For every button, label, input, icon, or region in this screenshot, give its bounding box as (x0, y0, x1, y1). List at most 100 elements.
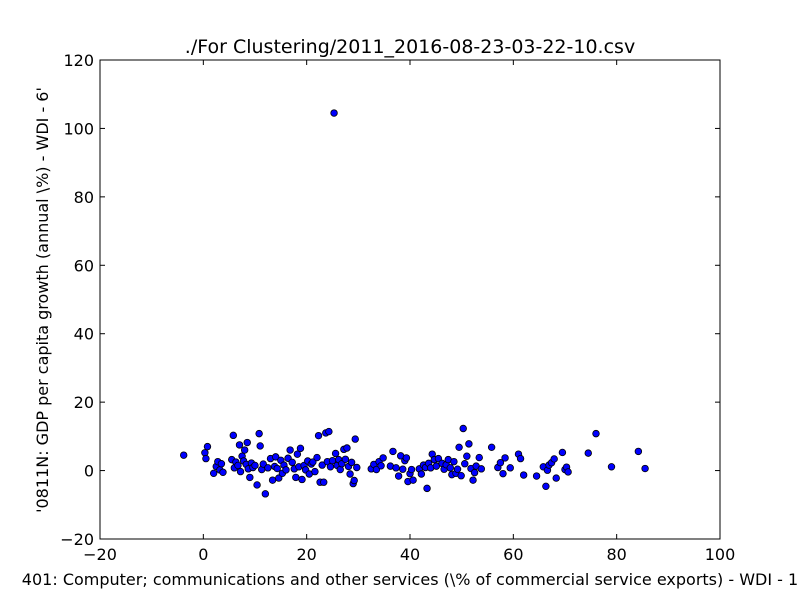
data-point (461, 460, 469, 468)
data-point (326, 463, 335, 471)
data-point (506, 464, 514, 472)
data-point (634, 447, 643, 456)
data-point (298, 475, 306, 484)
data-point (313, 453, 321, 462)
data-point (455, 443, 463, 452)
data-point (341, 455, 350, 463)
data-point (268, 476, 277, 484)
data-point (229, 431, 237, 440)
x-tick-label: 100 (705, 545, 736, 564)
data-point (487, 443, 496, 452)
data-point (377, 462, 385, 470)
y-tick-label: 120 (63, 51, 94, 70)
x-tick-label: −20 (83, 545, 117, 564)
x-tick-label: 40 (400, 545, 420, 564)
data-point (519, 471, 528, 479)
data-point (532, 472, 541, 480)
data-point (584, 449, 592, 457)
y-tick-label: 20 (74, 393, 94, 412)
data-point (288, 458, 296, 467)
data-point (402, 454, 411, 462)
data-point (320, 478, 328, 486)
data-point (409, 476, 417, 484)
x-tick-label: 20 (296, 545, 316, 564)
x-tick-label: 0 (198, 545, 208, 564)
data-point (496, 459, 505, 467)
x-axis-label: 401: Computer; communications and other … (22, 570, 798, 589)
data-point (251, 461, 259, 470)
data-points (179, 109, 649, 498)
data-point (446, 464, 454, 472)
data-point (246, 473, 254, 482)
x-axis-ticks: −20 0 20 40 60 80 100 (83, 60, 735, 564)
data-point (558, 448, 567, 457)
data-point (219, 468, 227, 476)
data-point (501, 454, 509, 462)
data-point (552, 474, 560, 482)
data-point (209, 469, 218, 478)
data-point (292, 473, 300, 482)
data-point (347, 458, 356, 467)
data-point (330, 109, 338, 117)
data-point (399, 465, 407, 473)
data-point (256, 442, 264, 450)
data-point (592, 429, 600, 438)
data-point (351, 435, 359, 443)
data-point (550, 455, 558, 463)
data-point (459, 424, 467, 433)
data-point (423, 484, 431, 493)
data-point (516, 454, 525, 463)
data-point (261, 490, 270, 498)
data-point (475, 453, 483, 462)
data-point (470, 468, 479, 477)
data-point (379, 454, 387, 462)
data-point (542, 482, 550, 491)
data-point (255, 429, 263, 438)
y-tick-label: 80 (74, 188, 94, 207)
data-point (217, 460, 226, 468)
chart-title: ./For Clustering/2011_2016-08-23-03-22-1… (185, 36, 635, 58)
data-point (453, 465, 462, 473)
data-point (273, 464, 281, 473)
data-point (296, 444, 305, 453)
data-point (465, 440, 473, 448)
y-tick-label: 60 (74, 256, 94, 275)
data-point (457, 472, 465, 480)
data-point (240, 446, 249, 454)
data-point (353, 463, 361, 472)
data-point (434, 454, 443, 463)
y-axis-label: '0811N: GDP per capita growth (annual \%… (33, 87, 52, 513)
data-point (282, 466, 290, 474)
data-point (389, 447, 397, 456)
y-axis-ticks: −20 0 20 40 60 80 100 120 (60, 51, 720, 549)
data-point (641, 464, 649, 473)
data-point (203, 442, 212, 451)
x-tick-label: 60 (503, 545, 523, 564)
data-point (243, 438, 251, 447)
y-tick-label: 100 (63, 119, 94, 138)
data-point (331, 449, 340, 458)
data-point (407, 465, 416, 474)
data-point (275, 474, 283, 482)
y-tick-label: 40 (74, 325, 94, 344)
data-point (311, 467, 319, 476)
data-point (236, 467, 245, 476)
data-point (392, 464, 400, 472)
x-tick-label: 80 (606, 545, 626, 564)
data-point (264, 464, 272, 472)
data-point (235, 441, 244, 449)
data-point (325, 427, 333, 436)
data-point (499, 469, 507, 478)
data-point (271, 453, 280, 461)
data-point (450, 457, 458, 466)
data-point (346, 470, 354, 478)
data-point (314, 431, 323, 440)
data-point (293, 450, 302, 458)
data-point (286, 446, 294, 454)
data-point (469, 476, 477, 484)
data-point (463, 452, 471, 460)
data-point (179, 451, 188, 459)
y-tick-label: 0 (84, 462, 94, 481)
